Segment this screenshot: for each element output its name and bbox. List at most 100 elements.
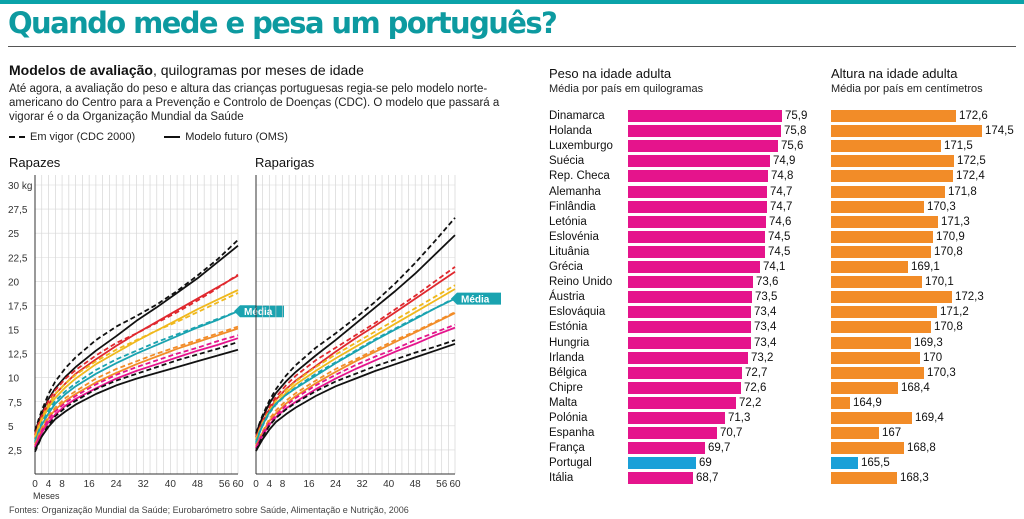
rapazes-x-tick-label: 60 — [232, 479, 244, 490]
height-bar — [831, 412, 912, 424]
weight-value: 73,4 — [754, 321, 777, 334]
raparigas-series-cdc-p25 — [255, 311, 456, 447]
height-bar — [831, 351, 920, 364]
weight-title: Peso na idade adulta — [549, 66, 672, 81]
country-label: Eslovénia — [549, 230, 599, 243]
height-bar — [831, 396, 850, 409]
weight-value: 75,9 — [785, 110, 808, 122]
weight-value: 73,6 — [756, 276, 779, 289]
weight-bar — [628, 472, 693, 485]
height-value: 164,9 — [853, 396, 882, 409]
panel-title-rapazes: Rapazes — [9, 155, 61, 170]
raparigas-x-tick-label: 56 — [436, 479, 448, 490]
height-bar — [831, 215, 938, 228]
raparigas-x-tick-label: 8 — [280, 479, 286, 490]
height-bar — [831, 200, 924, 213]
raparigas-series-cdc-p97 — [255, 217, 456, 434]
weight-value: 75,8 — [784, 125, 807, 138]
rapazes-x-tick-label: 48 — [192, 479, 204, 490]
height-bar — [831, 245, 931, 258]
rapazes-y-tick-label: 17,5 — [8, 301, 28, 312]
height-title: Altura na idade adulta — [831, 66, 958, 81]
height-bar — [831, 230, 933, 243]
height-value: 174,5 — [985, 125, 1014, 138]
country-label: Suécia — [549, 155, 585, 168]
weight-bar — [628, 351, 748, 364]
weight-bar — [628, 200, 767, 213]
height-value: 172,3 — [955, 291, 984, 304]
country-label: Reino Unido — [549, 276, 613, 289]
rapazes-y-tick-label: 27,5 — [8, 205, 28, 216]
rapazes-x-tick-label: 16 — [84, 479, 96, 490]
height-value: 171,3 — [941, 215, 970, 228]
rapazes-y-tick-label: 25 — [8, 229, 20, 240]
legend-solid-swatch — [164, 136, 181, 139]
weight-value: 72,2 — [739, 396, 762, 409]
weight-bar — [628, 427, 717, 440]
country-label: Espanha — [549, 427, 595, 440]
rapazes-y-tick-label: 5 — [8, 422, 14, 433]
weight-value: 74,5 — [768, 245, 791, 258]
weight-value: 74,6 — [769, 215, 792, 228]
rapazes-series-cdc-p25 — [34, 325, 239, 446]
height-bar — [831, 155, 954, 168]
weight-value: 73,4 — [754, 306, 777, 319]
legend-solid-label: Modelo futuro (OMS) — [185, 131, 288, 143]
country-label: Eslováquia — [549, 306, 606, 319]
weight-bar — [628, 185, 767, 198]
height-bar — [831, 306, 937, 319]
height-value: 171,8 — [948, 185, 977, 198]
top-accent-line — [0, 0, 1024, 4]
height-bar — [831, 140, 941, 153]
rapazes-series-cdc-p15 — [34, 334, 239, 448]
height-value: 169,3 — [914, 336, 943, 349]
legend-dashed-label: Em vigor (CDC 2000) — [30, 131, 136, 143]
legend-dashed-swatch — [9, 136, 25, 139]
weight-value: 69,7 — [708, 442, 731, 455]
weight-value: 73,5 — [755, 291, 778, 304]
height-bar — [831, 472, 897, 485]
height-value: 170,1 — [925, 276, 954, 289]
height-value: 170,3 — [927, 200, 956, 213]
weight-subtitle: Média por país em quilogramas — [549, 83, 704, 95]
growth-subhead: Modelos de avaliação, quilogramas por me… — [9, 62, 364, 78]
rapazes-series-cdc-p85 — [34, 273, 239, 435]
raparigas-series-cdc-p75 — [255, 284, 456, 440]
rapazes-x-tick-label: 56 — [219, 479, 231, 490]
raparigas-series-cdc-p15 — [255, 323, 456, 449]
rapazes-y-tick-label: 10 — [8, 374, 20, 385]
country-label: Rep. Checa — [549, 170, 610, 183]
height-bar — [831, 457, 858, 470]
weight-value: 71,3 — [728, 412, 751, 424]
country-label: Portugal — [549, 457, 592, 470]
height-bar — [831, 381, 898, 394]
weight-value: 75,6 — [781, 140, 804, 153]
weight-bar — [628, 291, 752, 304]
weight-bar — [628, 155, 770, 168]
weight-value: 72,7 — [745, 366, 768, 379]
rapazes-series-oms-p25 — [34, 327, 239, 446]
height-bar — [831, 336, 911, 349]
country-label: Letónia — [549, 215, 587, 228]
country-label: Chipre — [549, 381, 583, 394]
raparigas-x-tick-label: 4 — [266, 479, 272, 490]
height-value: 168,3 — [900, 472, 929, 485]
weight-bar — [628, 412, 725, 424]
raparigas-x-tick-label: 0 — [253, 479, 259, 490]
height-value: 170 — [923, 351, 943, 364]
country-label: Áustria — [549, 291, 585, 304]
weight-bar — [628, 321, 751, 334]
rapazes-series-cdc-p3 — [34, 341, 239, 453]
height-value: 171,2 — [940, 306, 969, 319]
weight-value: 72,6 — [744, 381, 767, 394]
height-bar — [831, 185, 945, 198]
weight-bar — [628, 140, 778, 153]
rapazes-media-tag — [234, 305, 284, 318]
rapazes-y-tick-label: 2,5 — [8, 446, 22, 457]
subhead-rest: , quilogramas por meses de idade — [152, 62, 364, 78]
weight-value: 74,7 — [770, 200, 793, 213]
rapazes-media-label: Média — [244, 307, 273, 318]
height-value: 167 — [882, 427, 902, 440]
weight-bar — [628, 125, 781, 138]
